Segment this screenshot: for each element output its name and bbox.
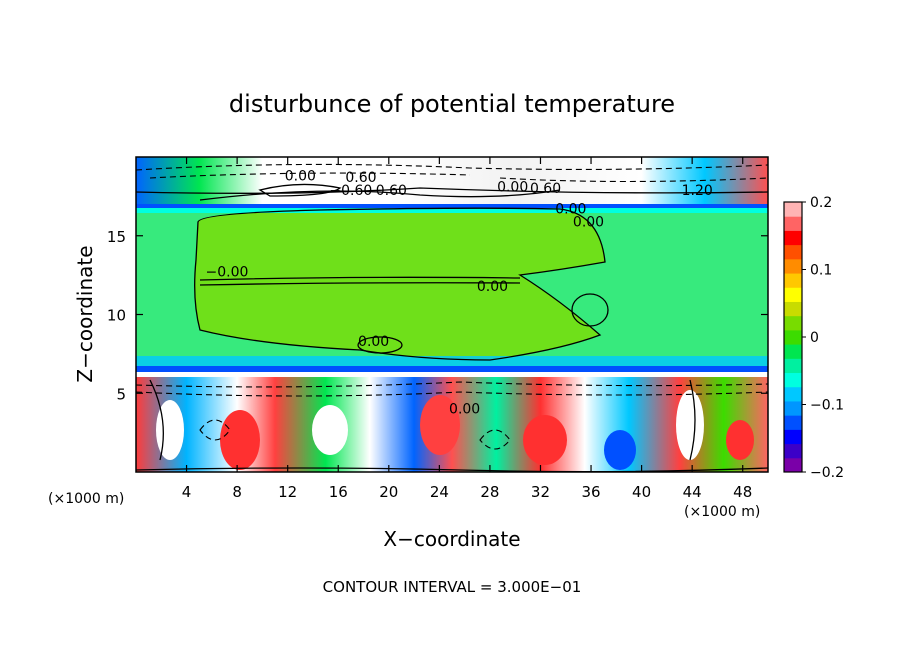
contour-labels: 0.00 0.60−0.60 0.60 0.00 0.60 1.200.000.00−0.… <box>206 169 713 418</box>
contour-label-6: 1.20 <box>682 183 713 199</box>
chart-title: disturbunce of potential temperature <box>229 90 675 118</box>
contour-label-0: 0.00 <box>285 169 316 185</box>
colorbar-swatch-9 <box>784 329 802 345</box>
contour-label-11: 0.00 <box>358 334 389 350</box>
z-axis: 5 10 15 <box>107 228 768 403</box>
colorbar-swatch-12 <box>784 287 802 302</box>
x-tick-label-6: 28 <box>480 483 499 501</box>
x-axis-label: X−coordinate <box>383 527 520 551</box>
x-tick-label-5: 24 <box>430 483 449 501</box>
colorbar-swatch-4 <box>784 400 802 416</box>
x-tick-label-9: 40 <box>632 483 651 501</box>
colorbar-swatch-13 <box>784 273 802 288</box>
colorbar-swatch-0 <box>784 457 802 473</box>
colorbar-tick-label-1: 0.1 <box>810 263 832 279</box>
x-tick-label-7: 32 <box>531 483 550 501</box>
x-tick-label-1: 8 <box>232 483 242 501</box>
colorbar: 0.2 0.1 0 −0.1 −0.2 <box>783 195 844 481</box>
x-tick-label-2: 12 <box>278 483 297 501</box>
colorbar-swatch-10 <box>784 315 802 331</box>
colorbar-swatch-17 <box>784 216 802 231</box>
contour-label-10: 0.00 <box>477 279 508 295</box>
colorbar-tick-label-3: −0.1 <box>810 398 844 414</box>
contour-label-5: 0.60 <box>530 181 561 197</box>
colorbar-tick-label-2: 0 <box>810 330 819 346</box>
positive-region <box>194 208 605 360</box>
colorbar-swatch-11 <box>784 301 802 317</box>
colorbar-swatch-3 <box>784 415 802 430</box>
colorbar-swatch-1 <box>784 443 802 459</box>
contour-label-9: −0.00 <box>206 265 249 281</box>
colorbar-tick-label-0: 0.2 <box>810 195 832 211</box>
y-axis-label: Z−coordinate <box>73 245 97 382</box>
contour-label-12: 0.00 <box>449 402 480 418</box>
colorbar-swatch-2 <box>784 429 802 445</box>
x-tick-label-4: 20 <box>379 483 398 501</box>
x-tick-label-11: 48 <box>733 483 752 501</box>
heatmap-field <box>136 157 768 472</box>
contour-label-8: 0.00 <box>573 214 604 230</box>
colorbar-swatch-6 <box>784 372 802 388</box>
x-tick-label-3: 16 <box>329 483 348 501</box>
colorbar-swatch-18 <box>784 202 802 217</box>
colorbar-swatch-5 <box>784 386 802 402</box>
contour-label-2: −0.60 <box>329 183 372 199</box>
contour-lines <box>136 183 768 472</box>
negative-contours <box>136 163 768 450</box>
colorbar-swatch-15 <box>784 244 802 260</box>
colorbar-swatch-16 <box>784 230 802 246</box>
colorbar-swatch-8 <box>784 344 802 359</box>
x-tick-label-10: 44 <box>683 483 702 501</box>
colorbar-tick-label-4: −0.2 <box>810 465 844 481</box>
contour-label-3: 0.60 <box>376 183 407 199</box>
x-unit-label-right: (×1000 m) <box>684 504 760 520</box>
colorbar-swatch-14 <box>784 258 802 274</box>
contour-label-1: 0.60 <box>345 170 376 186</box>
x-unit-label: (×1000 m) <box>48 491 124 507</box>
x-tick-label-8: 36 <box>581 483 600 501</box>
contour-label-4: 0.00 <box>497 180 528 196</box>
x-tick-label-0: 4 <box>182 483 192 501</box>
contour-interval-note: CONTOUR INTERVAL = 3.000E−01 <box>323 578 582 596</box>
colorbar-swatch-7 <box>784 358 802 374</box>
z-tick-label-1: 10 <box>107 307 126 325</box>
z-tick-label-2: 15 <box>107 228 126 246</box>
x-axis: 4 8 12 16 20 24 28 32 36 40 44 48 <box>182 157 752 501</box>
contour-label-7: 0.00 <box>555 202 586 218</box>
z-tick-label-0: 5 <box>116 385 126 403</box>
